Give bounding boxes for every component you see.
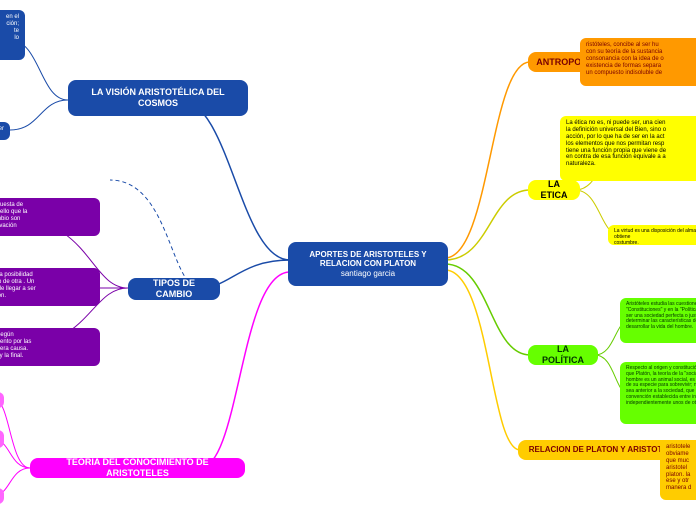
node-teoria[interactable]: TEORIA DEL CONOCIMIENTO DE ARISTOTELES (30, 458, 245, 478)
detail-cambio-b: er en acto. La posibilidad ustancia y no… (0, 268, 100, 306)
node-politica[interactable]: LA POLÍTICA (528, 345, 598, 365)
label-etica: LA ETICA (538, 179, 570, 201)
detail-cosmos-b: er (0, 122, 10, 140)
detail-etica-a: La ética no es, ni puede ser, una cien l… (560, 116, 696, 181)
center-subtitle: santiago garcia (341, 269, 395, 279)
detail-etica-b: La virtud es una disposición del alma , … (608, 225, 696, 245)
node-cosmos[interactable]: LA VISIÓN ARISTOTÉLICA DEL COSMOS (68, 80, 248, 116)
stub-teoria-c (0, 488, 4, 504)
detail-antro-a: ristóteles, concibe al ser hu con su teo… (580, 38, 696, 86)
detail-cambio-c: gible. Pues según pre conocimiento por l… (0, 328, 100, 366)
label-cambio: TIPOS DE CAMBIO (138, 278, 210, 300)
label-teoria: TEORIA DEL CONOCIMIENTO DE ARISTOTELES (40, 457, 235, 479)
node-cambio[interactable]: TIPOS DE CAMBIO (128, 278, 220, 300)
detail-pol-b: Respecto al origen y constitución de la … (620, 362, 696, 424)
center-title: APORTES DE ARISTOTELES Y RELACION CON PL… (298, 250, 438, 269)
center-node[interactable]: APORTES DE ARISTOTELES Y RELACION CON PL… (288, 242, 448, 286)
stub-teoria-a (0, 392, 4, 408)
label-cosmos: LA VISIÓN ARISTOTÉLICA DEL COSMOS (78, 87, 238, 109)
detail-rel-a: aristotele obviame que muc aristotel pla… (660, 440, 696, 500)
label-politica: LA POLÍTICA (538, 344, 588, 366)
detail-cambio-a: ia está compuesta de esencia, aquello qu… (0, 198, 100, 236)
detail-pol-a: Aristóteles estudia las cuestiones socia… (620, 298, 696, 343)
stub-teoria-b (0, 430, 4, 448)
detail-cosmos-a: en el ción; te lo (0, 10, 25, 60)
node-etica[interactable]: LA ETICA (528, 180, 580, 200)
